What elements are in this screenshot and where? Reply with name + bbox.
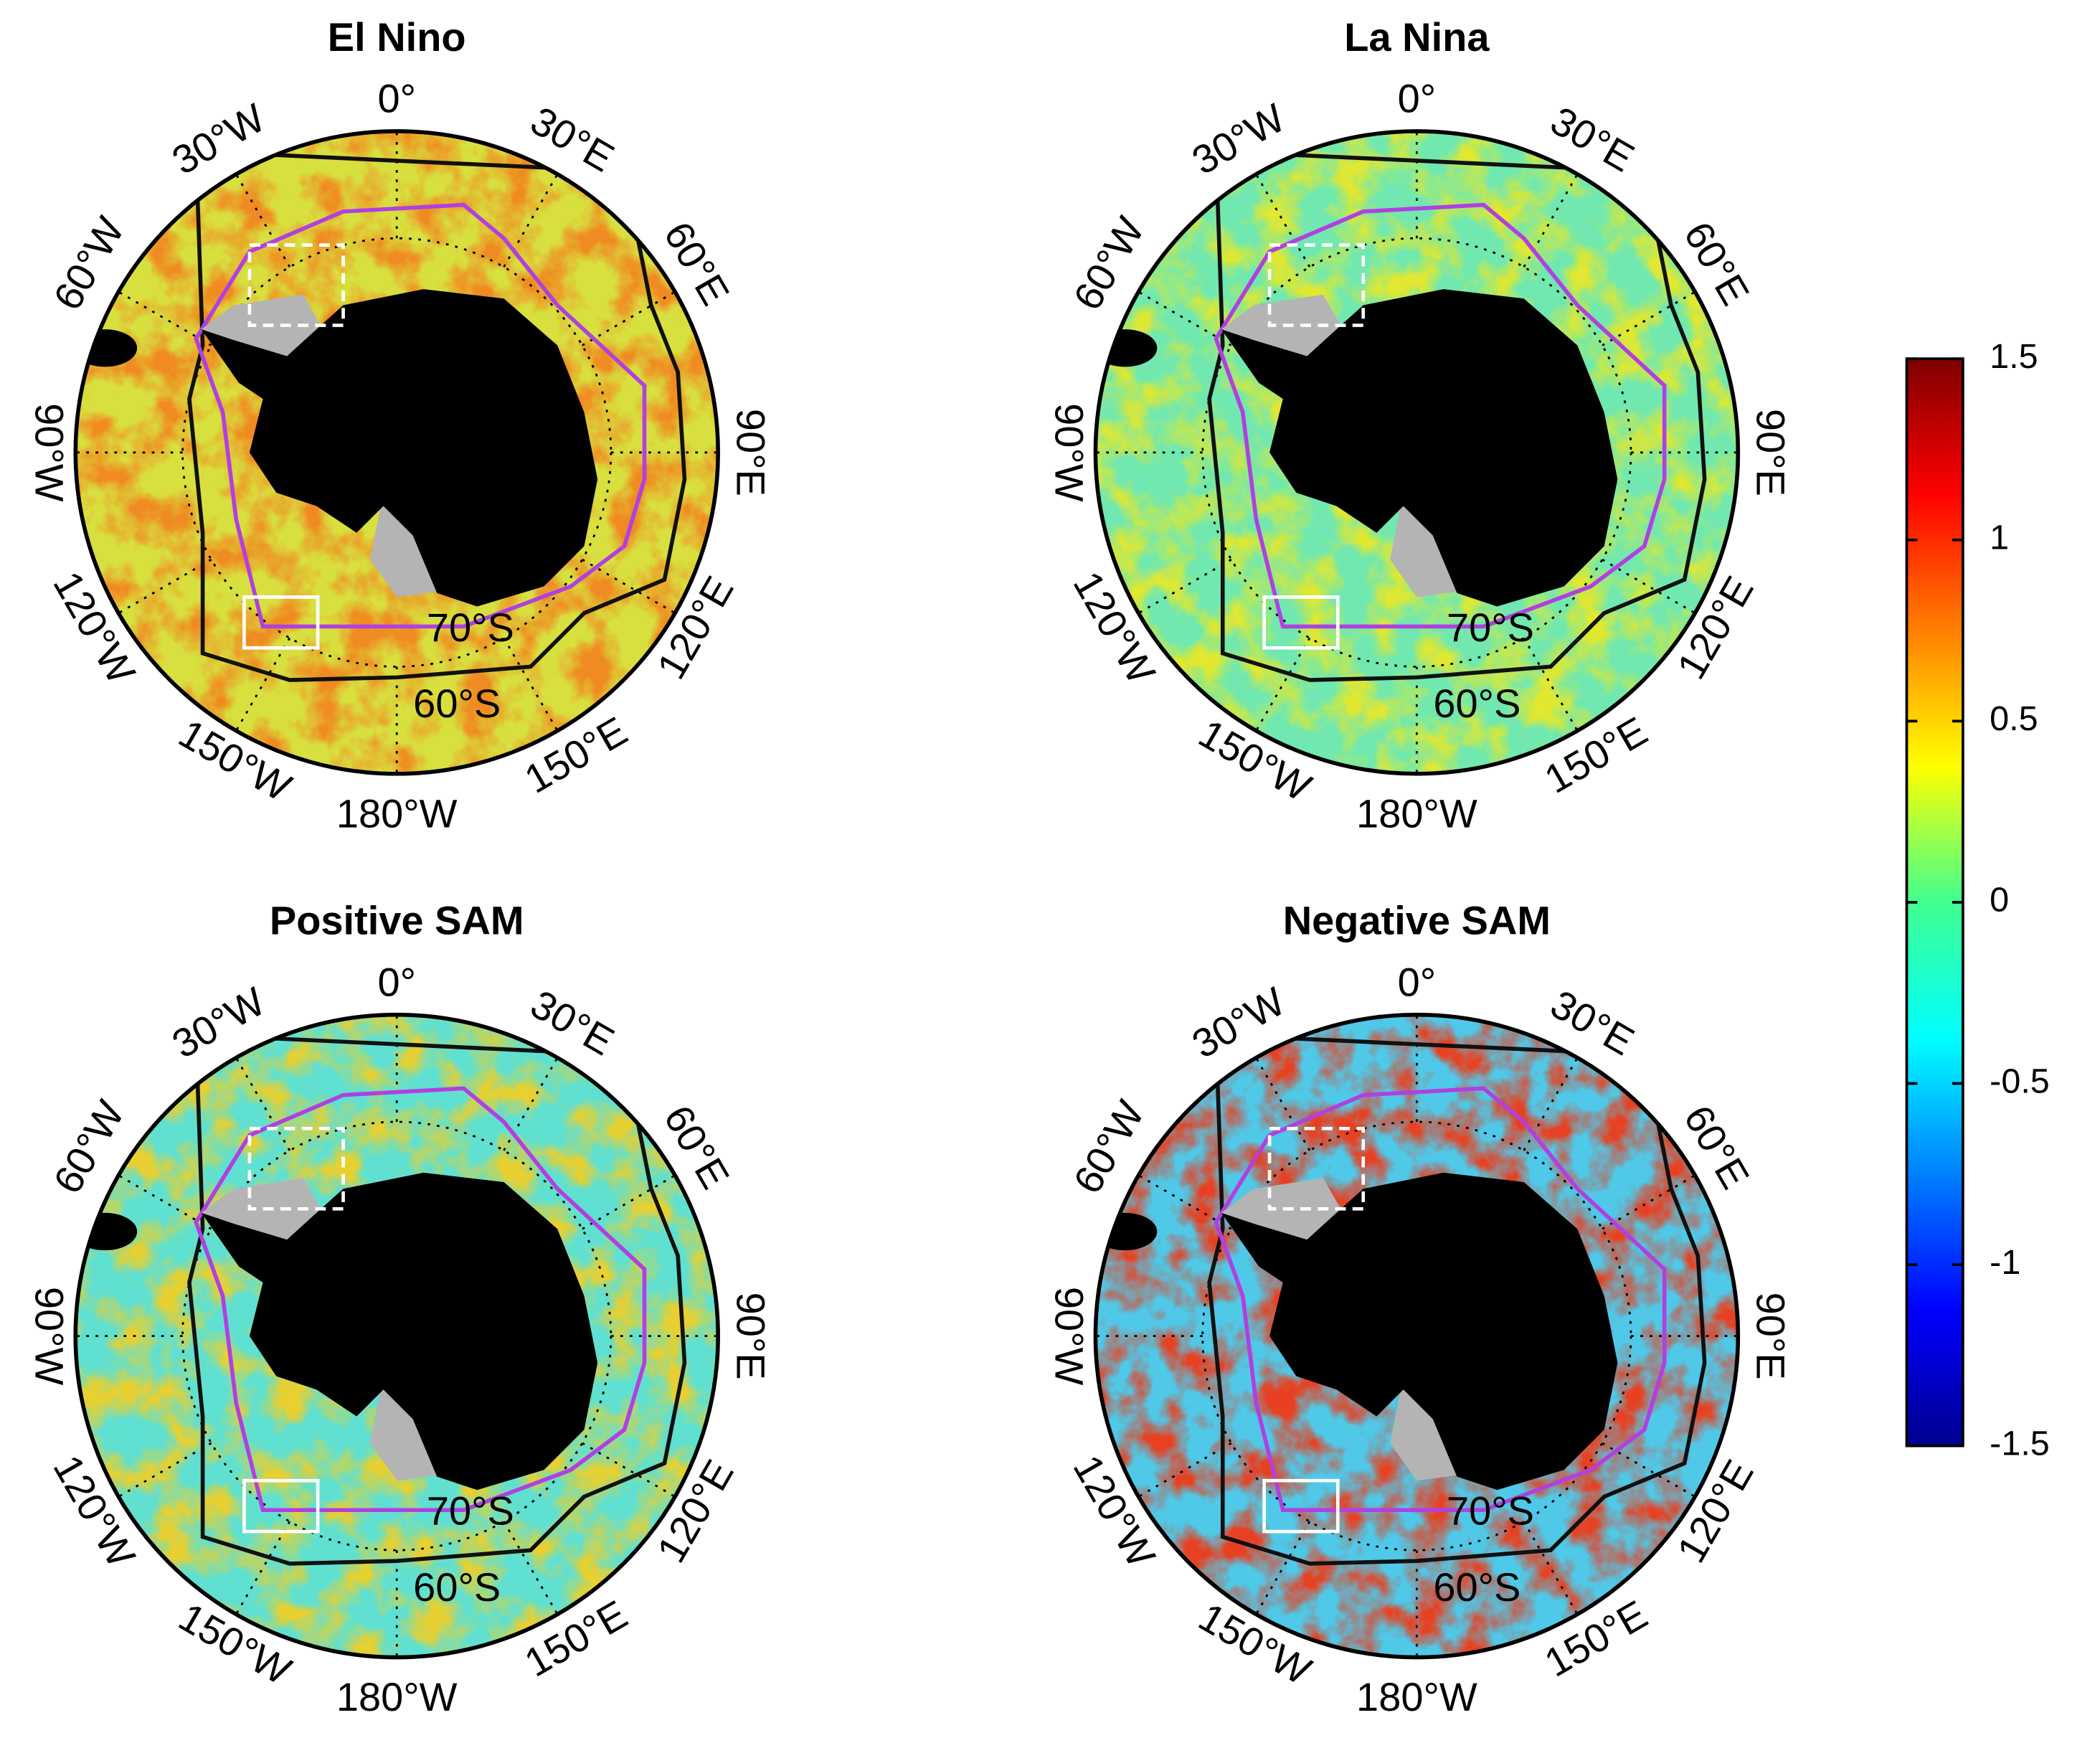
sea-field [1095,1014,1739,1658]
ice-shelf [1221,1178,1343,1240]
latitude-label: 70°S [427,605,514,650]
ice-shelf [1390,1376,1457,1481]
longitude-label: 0° [377,76,416,121]
panel-title: El Nino [328,14,466,60]
ice-shelf [1221,294,1343,356]
antarctica [201,289,598,607]
latitude-label: 60°S [413,1564,501,1610]
longitude-label: 180°W [1356,1674,1477,1719]
ice-shelf [1390,492,1457,597]
island [1095,329,1158,367]
region-box [242,595,320,650]
longitude-label: 90°E [1749,409,1794,496]
contour [1214,1086,1667,1513]
longitude-label: 90°E [1749,1293,1794,1380]
front-line [1207,148,1707,682]
map-border [1093,1012,1741,1660]
latitude-label: 60°S [1433,1564,1520,1610]
longitude-label: 180°W [336,1674,458,1719]
longitude-label: 0° [1398,959,1437,1004]
longitude-label: 0° [377,959,416,1004]
longitude-label: 90°E [728,409,773,496]
antarctica [201,1172,598,1491]
colorbar-tick-label: 0.5 [1990,699,2038,738]
contour [1214,202,1667,629]
map-border [73,1012,720,1660]
sea-field [75,1014,719,1658]
contour [194,1086,647,1513]
ice-shelf [369,1376,438,1481]
colorbar-tick-label: 1.5 [1990,337,2038,376]
region-box [242,1478,320,1534]
latitude-label: 60°S [413,681,501,726]
island [75,329,138,367]
longitude-label: 180°W [1356,790,1477,836]
latitude-label: 70°S [1447,605,1534,650]
front-line [1207,1032,1707,1566]
map-border [73,129,720,776]
contour [194,202,647,629]
colorbar-tick-label: -1.5 [1990,1424,2050,1463]
longitude-label: 90°E [728,1293,773,1380]
colorbar-tick-label: 1 [1990,519,2009,557]
colorbar-tick-label: -1 [1990,1243,2020,1282]
latitude-label: 70°S [427,1488,514,1534]
longitude-label: 180°W [336,790,458,836]
panel-title: La Nina [1344,14,1490,60]
colorbar-tick-label: -0.5 [1990,1062,2050,1100]
latitude-label: 70°S [1447,1488,1534,1534]
sea-field [1095,131,1739,774]
ice-shelf [369,492,438,597]
antarctica [1221,1172,1618,1491]
longitude-label: 90°W [1047,403,1092,502]
region-box [1262,1478,1340,1534]
longitude-label: 90°W [27,1287,72,1386]
island [75,1212,138,1251]
colorbar-tick-label: 0 [1990,881,2009,920]
front-line [187,148,687,682]
longitude-label: 0° [1398,76,1437,121]
map-border [1093,129,1741,776]
region-box [1262,595,1340,650]
panel-title: Negative SAM [1283,898,1551,943]
sea-field [75,131,719,774]
longitude-label: 90°W [27,403,72,502]
panel-title: Positive SAM [270,898,524,943]
antarctica [1221,289,1618,607]
latitude-label: 60°S [1433,681,1520,726]
ice-shelf [201,1178,323,1240]
front-line [187,1032,687,1566]
longitude-label: 90°W [1047,1287,1092,1386]
island [1095,1212,1158,1251]
ice-shelf [201,294,323,356]
